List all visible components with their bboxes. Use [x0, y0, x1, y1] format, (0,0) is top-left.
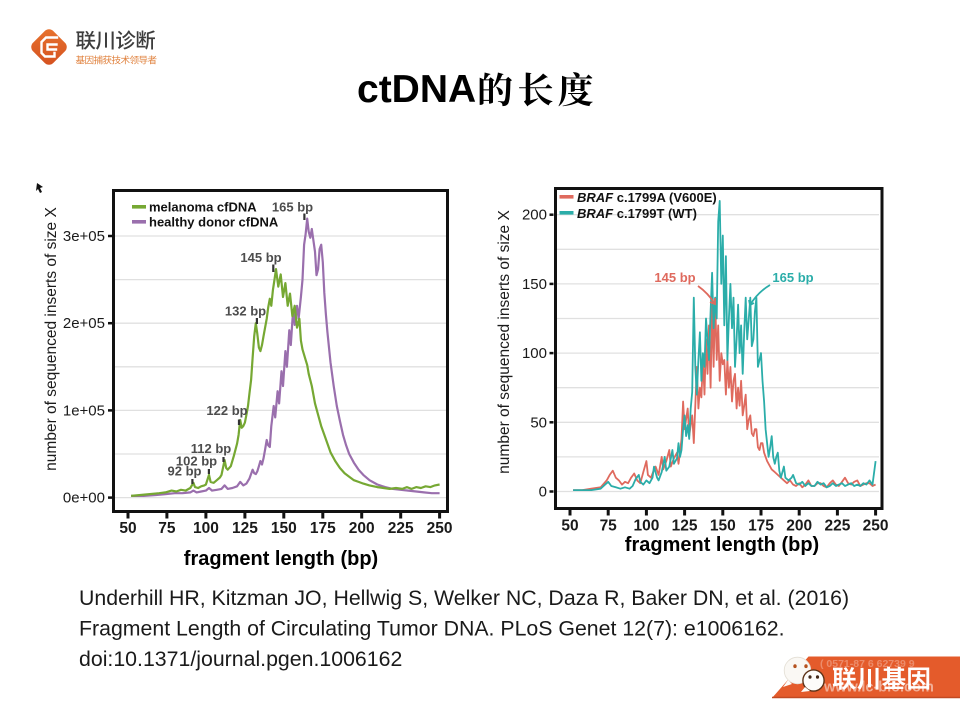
svg-text:145 bp: 145 bp: [240, 250, 281, 265]
svg-text:fragment length (bp): fragment length (bp): [184, 548, 378, 570]
svg-text:250: 250: [427, 520, 453, 537]
svg-text:150: 150: [271, 520, 297, 537]
svg-text:BRAF c.1799T (WT): BRAF c.1799T (WT): [577, 206, 697, 221]
svg-text:165 bp: 165 bp: [772, 270, 813, 285]
svg-text:150: 150: [522, 276, 547, 293]
svg-text:165 bp: 165 bp: [272, 200, 313, 215]
svg-text:75: 75: [158, 520, 176, 537]
svg-text:number of sequenced inserts of: number of sequenced inserts of size X: [43, 207, 60, 471]
svg-text:0e+00: 0e+00: [63, 490, 105, 507]
svg-text:50: 50: [561, 518, 578, 535]
svg-text:100: 100: [522, 345, 547, 362]
svg-text:145 bp: 145 bp: [654, 270, 695, 285]
svg-text:50: 50: [530, 414, 547, 431]
svg-text:( 0571-87 6 62739 9: ( 0571-87 6 62739 9: [820, 658, 915, 670]
svg-text:100: 100: [193, 520, 219, 537]
svg-text:75: 75: [600, 518, 618, 535]
svg-text:132 bp: 132 bp: [225, 304, 266, 319]
svg-text:1e+05: 1e+05: [63, 402, 105, 419]
svg-text:225: 225: [388, 520, 414, 537]
svg-text:100: 100: [633, 518, 659, 535]
svg-text:125: 125: [232, 520, 258, 537]
svg-text:200: 200: [349, 520, 375, 537]
svg-text:175: 175: [748, 518, 774, 535]
svg-text:250: 250: [863, 518, 889, 535]
svg-text:2e+05: 2e+05: [63, 315, 105, 332]
svg-text:3e+05: 3e+05: [63, 228, 105, 245]
svg-text:200: 200: [786, 518, 812, 535]
svg-text:fragment length (bp): fragment length (bp): [625, 534, 819, 556]
svg-text:92 bp: 92 bp: [168, 463, 202, 478]
svg-text:122 bp: 122 bp: [206, 403, 247, 418]
svg-text:number of sequenced inserts of: number of sequenced inserts of size X: [496, 210, 513, 474]
svg-text:melanoma cfDNA: melanoma cfDNA: [149, 200, 257, 215]
svg-text:BRAF c.1799A (V600E): BRAF c.1799A (V600E): [577, 190, 717, 205]
svg-text:112 bp: 112 bp: [191, 441, 232, 456]
svg-text:doi:10.1371/journal.pgen.10061: doi:10.1371/journal.pgen.1006162: [79, 647, 402, 671]
svg-text:200: 200: [522, 207, 547, 224]
svg-text:175: 175: [310, 520, 336, 537]
svg-text:50: 50: [119, 520, 136, 537]
svg-text:102 bp: 102 bp: [176, 454, 217, 469]
svg-text:225: 225: [824, 518, 850, 535]
svg-text:ctDNA: ctDNA: [357, 68, 476, 111]
svg-text:Fragment Length of Circulating: Fragment Length of Circulating Tumor DNA…: [79, 617, 785, 641]
svg-text:Underhill HR, Kitzman JO, Hell: Underhill HR, Kitzman JO, Hellwig S, Wel…: [79, 586, 849, 610]
svg-text:125: 125: [672, 518, 698, 535]
svg-text:healthy donor cfDNA: healthy donor cfDNA: [149, 215, 279, 230]
svg-text:150: 150: [710, 518, 736, 535]
svg-text:0: 0: [539, 484, 547, 501]
